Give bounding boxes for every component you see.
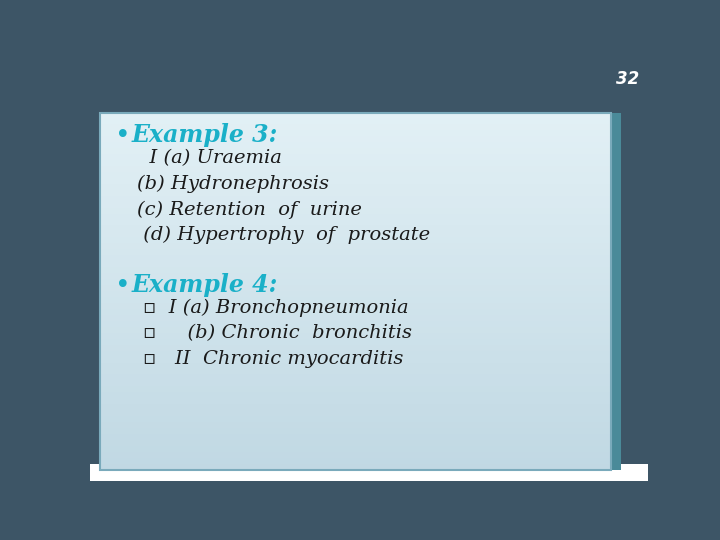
Bar	[100, 380, 611, 387]
Bar	[100, 207, 611, 214]
Bar	[100, 386, 611, 393]
Bar	[100, 249, 611, 255]
Bar	[100, 333, 611, 339]
Bar	[100, 148, 611, 154]
Bar	[100, 339, 611, 345]
Bar	[100, 362, 611, 369]
Bar	[100, 297, 611, 303]
Text: •: •	[115, 123, 131, 149]
Bar	[100, 309, 611, 315]
Bar	[100, 368, 611, 375]
Bar	[100, 321, 611, 327]
Bar	[100, 446, 611, 453]
Bar	[100, 285, 611, 292]
Bar	[100, 374, 611, 381]
Bar	[100, 112, 611, 119]
Bar	[100, 172, 611, 178]
Bar	[100, 273, 611, 280]
Bar	[100, 422, 611, 428]
Text: •: •	[115, 273, 131, 299]
Bar	[100, 255, 611, 261]
Bar	[100, 113, 611, 470]
Bar	[100, 213, 611, 220]
Bar	[100, 399, 611, 404]
Bar	[100, 130, 611, 137]
Bar	[100, 124, 611, 131]
Bar	[100, 404, 611, 410]
Bar	[100, 238, 611, 244]
Bar	[100, 291, 611, 298]
Bar	[100, 261, 611, 268]
Text: ▫  I (a) Bronchopneumonia: ▫ I (a) Bronchopneumonia	[143, 299, 409, 317]
Bar	[100, 160, 611, 166]
Bar	[100, 195, 611, 202]
Bar	[100, 166, 611, 172]
Bar	[100, 190, 611, 196]
Bar	[100, 464, 611, 470]
Text: ▫   II  Chronic myocarditis: ▫ II Chronic myocarditis	[143, 350, 403, 368]
Bar	[100, 440, 611, 447]
Text: ▫     (b) Chronic  bronchitis: ▫ (b) Chronic bronchitis	[143, 324, 412, 342]
Bar	[100, 178, 611, 184]
Bar	[100, 118, 611, 125]
Bar	[100, 458, 611, 464]
Bar	[100, 350, 611, 357]
Bar	[100, 327, 611, 333]
Bar	[100, 315, 611, 321]
Bar	[100, 279, 611, 286]
Bar	[100, 345, 611, 351]
Bar	[100, 416, 611, 422]
Text: (c) Retention  of  urine: (c) Retention of urine	[138, 200, 362, 219]
Text: Example 4:: Example 4:	[132, 273, 278, 296]
Bar	[100, 219, 611, 226]
Bar	[100, 184, 611, 190]
Bar	[100, 232, 611, 238]
Bar	[100, 136, 611, 143]
Bar	[100, 452, 611, 458]
Text: Example 3:: Example 3:	[132, 123, 278, 147]
Bar	[100, 410, 611, 416]
Text: (b) Hydronephrosis: (b) Hydronephrosis	[138, 174, 330, 193]
Text: I (a) Uraemia: I (a) Uraemia	[138, 149, 282, 167]
Bar	[611, 113, 621, 470]
Bar	[100, 225, 611, 232]
Bar	[100, 303, 611, 309]
Text: 32: 32	[616, 70, 639, 88]
Bar	[100, 154, 611, 160]
Bar	[100, 434, 611, 441]
Bar	[90, 464, 648, 481]
Text: (d) Hypertrophy  of  prostate: (d) Hypertrophy of prostate	[138, 226, 431, 245]
Bar	[100, 356, 611, 363]
Bar	[100, 428, 611, 435]
Bar	[100, 142, 611, 149]
Bar	[100, 393, 611, 399]
Bar	[100, 244, 611, 249]
Bar	[100, 201, 611, 208]
Bar	[100, 267, 611, 274]
